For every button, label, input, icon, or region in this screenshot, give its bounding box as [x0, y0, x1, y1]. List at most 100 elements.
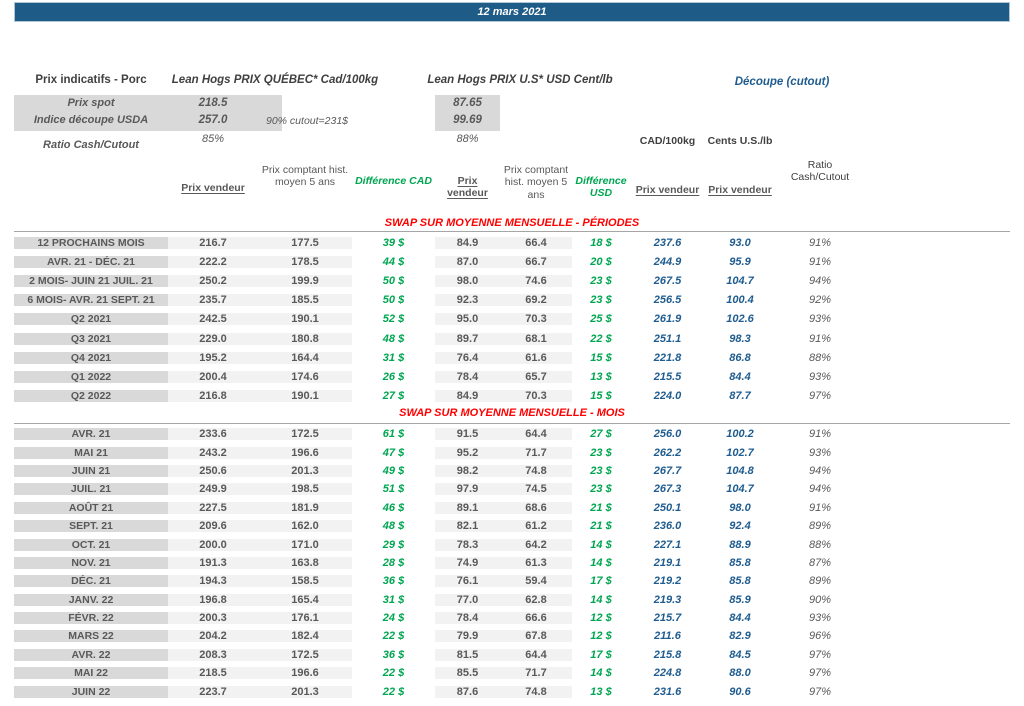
difference-usd: 13 $: [590, 685, 612, 698]
cutout-cents-prix-vendeur: 82.9: [729, 630, 751, 643]
table-row: JUIN 21 250.6 201.3 49 $ 98.2 74.8 23 $ 267.7 10…: [14, 462, 865, 480]
cutout-cad-prix-vendeur: 250.1: [653, 501, 682, 514]
cutout-cents-prix-vendeur: 98.3: [729, 332, 751, 345]
difference-cad: 61 $: [382, 428, 405, 441]
usd-prix-vendeur: 76.1: [435, 575, 500, 588]
cad-prix-vendeur: 200.4: [168, 370, 258, 383]
usd-prix-vendeur: 92.3: [435, 294, 500, 307]
cad-prix-vendeur: 227.5: [168, 501, 258, 514]
difference-cad: 50 $: [382, 294, 405, 307]
swap-mois-table: AVR. 21 233.6 172.5 61 $91.5 64.4 27 $256.0 10…: [14, 425, 865, 701]
usd-prix-vendeur: 74.9: [435, 556, 500, 569]
row-label: AVR. 22: [14, 648, 168, 661]
col-header-difference-cad: Différence CAD: [355, 175, 432, 187]
row-label: Q2 2021: [14, 313, 168, 326]
usd-prix-vendeur: 89.7: [435, 332, 500, 345]
cad-prix-comptant: 177.5: [258, 236, 352, 249]
usd-prix-comptant: 66.4: [500, 236, 572, 249]
cutout-cad-prix-vendeur: 211.6: [654, 630, 681, 643]
difference-usd: 23 $: [590, 274, 612, 287]
usd-prix-vendeur: 87.6: [435, 685, 500, 698]
difference-usd: 18 $: [590, 236, 612, 249]
cad-prix-vendeur: 200.0: [168, 538, 258, 551]
difference-cad: 22 $: [382, 630, 405, 643]
usda-index-label: Indice découpe USDA: [33, 114, 149, 126]
cutout-cad-prix-vendeur: 215.5: [653, 370, 682, 383]
cutout-cad-prix-vendeur: 215.7: [653, 612, 682, 625]
ratio-cash-cutout: 87%: [808, 556, 832, 569]
usd-prix-comptant: 61.2: [500, 520, 572, 533]
usd-prix-comptant: 64.2: [500, 538, 572, 551]
table-row: MAI 22 218.5 196.6 22 $ 85.5 71.7 14 $ 224.8 88.…: [14, 664, 865, 682]
cutout-cents-prix-vendeur: 84.4: [729, 612, 751, 625]
usd-prix-comptant: 64.4: [500, 648, 572, 661]
cad-prix-comptant: 164.4: [258, 351, 352, 364]
page-title: Prix indicatifs - Porc: [35, 74, 147, 86]
usd-prix-comptant: 74.5: [500, 483, 572, 496]
date-bar: 12 mars 2021: [14, 2, 1010, 22]
cad-prix-comptant: 174.6: [258, 370, 352, 383]
cutout-cents-prix-vendeur: 93.0: [729, 236, 751, 249]
col-header-prix-comptant-cad: Prix comptant hist. moyen 5 ans: [261, 164, 349, 189]
ratio-cash-cutout: 91%: [808, 255, 832, 268]
row-label: JANV. 22: [14, 593, 168, 606]
table-row: MARS 22 204.2 182.4 22 $ 79.9 67.8 12 $ 211.6 82…: [14, 627, 865, 645]
difference-cad: 52 $: [382, 313, 405, 326]
report-date: 12 mars 2021: [477, 6, 547, 18]
usd-prix-vendeur: 78.4: [435, 612, 500, 625]
cad-prix-vendeur: 229.0: [168, 332, 258, 345]
cad-prix-vendeur: 209.6: [168, 520, 258, 533]
row-label: Q2 2022: [14, 390, 168, 403]
cutout-cents-prix-vendeur: 102.6: [726, 313, 754, 326]
row-label: Q3 2021: [14, 332, 168, 345]
ratio-cash-cutout: 88%: [808, 351, 832, 364]
col-header-prix-vendeur-cad: Prix vendeur: [181, 182, 245, 194]
cutout-cents-prix-vendeur: 102.7: [726, 446, 754, 459]
usd-prix-comptant: 66.7: [500, 255, 572, 268]
cad-prix-vendeur: 243.2: [168, 446, 258, 459]
col-header-ratio-cash-cutout: Ratio Cash/Cutout: [790, 159, 850, 184]
usd-prix-vendeur: 84.9: [435, 236, 500, 249]
usd-prix-comptant: 71.7: [500, 667, 572, 680]
cad-prix-vendeur: 204.2: [168, 630, 258, 643]
spot-label: Prix spot: [67, 97, 115, 109]
table-row: DÉC. 21 194.3 158.5 36 $ 76.1 59.4 17 $ 219.2 85…: [14, 572, 865, 590]
row-label: OCT. 21: [14, 538, 168, 551]
cutout-cents-prix-vendeur: 87.7: [729, 390, 751, 403]
cutout-cents-prix-vendeur: 90.6: [729, 685, 751, 698]
cutout-cents-prix-vendeur: 85.8: [729, 556, 751, 569]
us-price-header: Lean Hogs PRIX U.S* USD Cent/lb: [427, 74, 613, 86]
row-label: JUIN 21: [14, 464, 168, 477]
cad-prix-vendeur: 242.5: [168, 313, 258, 326]
cutout-cents-prix-vendeur: 100.2: [726, 428, 754, 441]
section-title-periodes: SWAP SUR MOYENNE MENSUELLE - PÉRIODES: [384, 217, 640, 229]
ratio-cad-value: 85%: [201, 133, 225, 145]
difference-usd: 27 $: [590, 428, 612, 441]
ratio-cash-cutout: 93%: [808, 446, 832, 459]
col-header-prix-vendeur-usd: Prix vendeur: [447, 175, 488, 200]
cad-prix-comptant: 172.5: [258, 648, 352, 661]
section-divider: [14, 231, 1010, 232]
table-row: FÉVR. 22 200.3 176.1 24 $ 78.4 66.6 12 $ 215.7 8…: [14, 609, 865, 627]
ratio-cash-cutout: 97%: [808, 667, 832, 680]
col-header-prix-comptant-usd: Prix comptant hist. moyen 5 ans: [503, 164, 569, 201]
cutout-cad-prix-vendeur: 237.6: [653, 236, 682, 249]
ratio-cash-cutout: 91%: [808, 236, 832, 249]
cad-prix-comptant: 190.1: [258, 390, 352, 403]
difference-usd: 14 $: [590, 667, 612, 680]
difference-cad: 22 $: [382, 685, 405, 698]
usd-prix-vendeur: 87.0: [435, 255, 500, 268]
usd-prix-comptant: 68.6: [500, 501, 572, 514]
usda-cad-value: 257.0: [198, 114, 228, 126]
cutout-cad-prix-vendeur: 262.2: [653, 446, 682, 459]
ratio-cash-cutout: 97%: [808, 390, 832, 403]
usd-prix-comptant: 68.1: [500, 332, 572, 345]
usd-prix-comptant: 67.8: [500, 630, 572, 643]
usd-prix-vendeur: 76.4: [435, 351, 500, 364]
usd-prix-vendeur: 77.0: [435, 593, 500, 606]
cad-prix-vendeur: 233.6: [168, 428, 258, 441]
row-label: MARS 22: [14, 630, 168, 643]
difference-usd: 23 $: [590, 464, 612, 477]
difference-cad: 50 $: [382, 274, 405, 287]
difference-cad: 36 $: [382, 575, 405, 588]
